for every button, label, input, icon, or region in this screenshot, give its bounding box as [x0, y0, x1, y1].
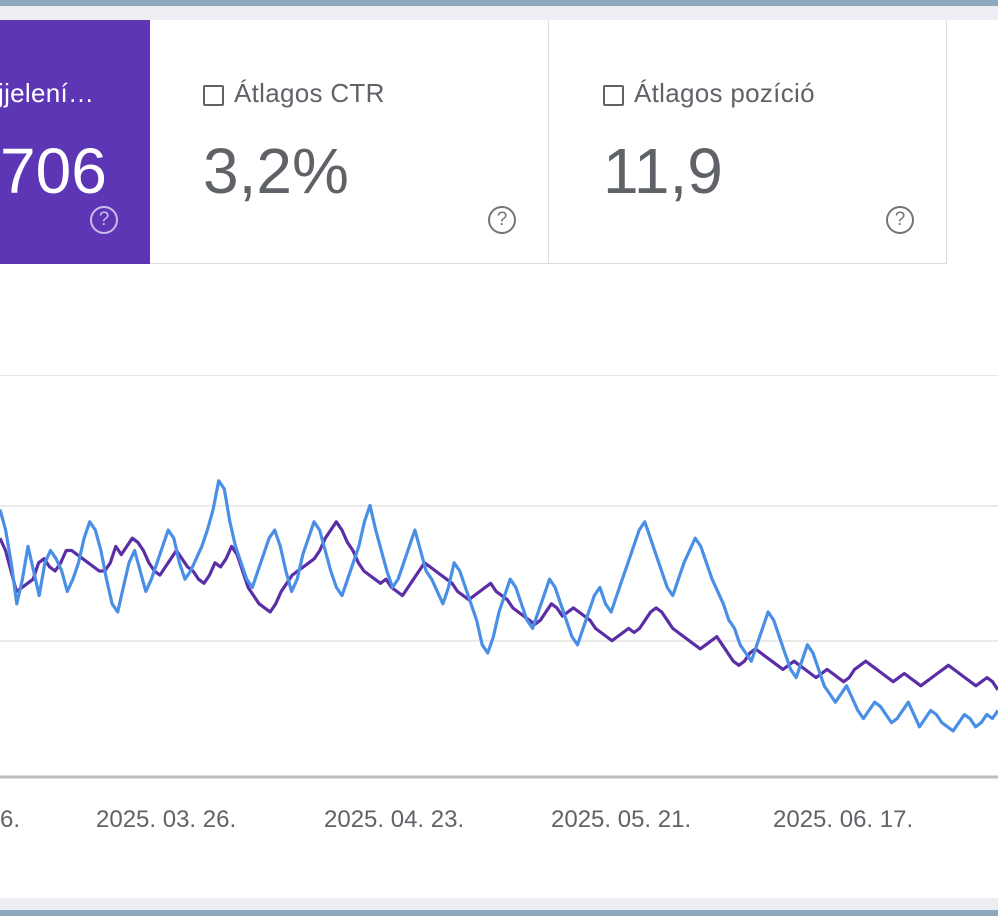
window-frame: jjelení… 706 ? Átlagos CTR 3,2% ? Átlago…	[0, 6, 998, 910]
metric-label-impressions: jjelení…	[0, 78, 95, 108]
x-tick-label: 2025. 06. 17.	[773, 806, 914, 833]
x-tick-label: 2025. 04. 23.	[324, 806, 465, 833]
performance-chart	[0, 479, 998, 779]
x-tick-label: 2025. 03. 26.	[96, 806, 237, 833]
x-tick-label: 2025. 05. 21.	[551, 806, 692, 833]
performance-panel: jjelení… 706 ? Átlagos CTR 3,2% ? Átlago…	[0, 20, 998, 898]
series-line-impressions	[0, 520, 998, 691]
metric-value-ctr: 3,2%	[203, 135, 349, 207]
help-icon[interactable]: ?	[886, 206, 914, 234]
metric-card-position[interactable]: Átlagos pozíció 11,9 ?	[549, 20, 947, 264]
metric-label-ctr: Átlagos CTR	[234, 78, 385, 108]
card-divider	[946, 20, 947, 264]
metric-value-position: 11,9	[603, 135, 723, 207]
position-checkbox[interactable]	[603, 85, 624, 106]
chart-top-border	[0, 375, 998, 376]
ctr-checkbox[interactable]	[203, 85, 224, 106]
series-line-clicks	[0, 479, 998, 733]
x-tick-label: 6.	[0, 806, 21, 833]
help-icon[interactable]: ?	[488, 206, 516, 234]
metric-label-position: Átlagos pozíció	[634, 78, 815, 108]
metric-value-impressions: 706	[0, 135, 107, 207]
help-icon[interactable]: ?	[90, 206, 118, 234]
metric-card-ctr[interactable]: Átlagos CTR 3,2% ?	[150, 20, 549, 264]
metric-card-impressions[interactable]: jjelení… 706 ?	[0, 20, 150, 264]
